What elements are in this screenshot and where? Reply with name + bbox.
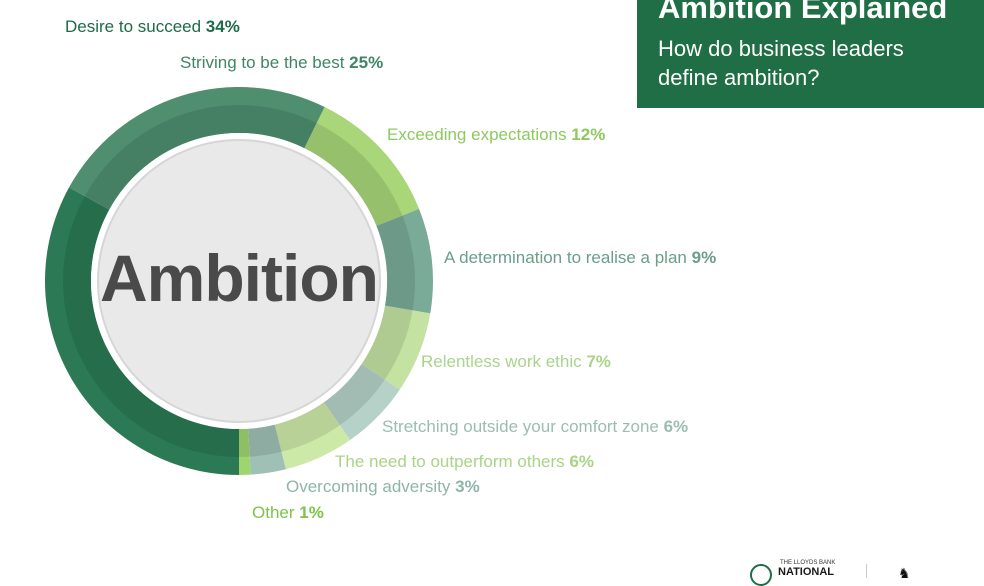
segment-label-name: Relentless work ethic — [421, 352, 587, 371]
donut-segment-inner-band — [323, 363, 385, 426]
donut-segment — [239, 428, 251, 475]
segment-label: A determination to realise a plan 9% — [444, 248, 716, 268]
segment-label: Desire to succeed 34% — [65, 17, 240, 37]
segment-label-value: 9% — [691, 248, 717, 267]
segment-label-name: The need to outperform others — [335, 452, 570, 471]
logo-divider — [866, 564, 867, 578]
donut-segment-inner-band — [304, 123, 403, 226]
chart-subtitle: How do business leaders define ambition? — [658, 36, 904, 90]
donut-segment-inner-band — [239, 428, 250, 457]
donut-segment — [248, 424, 286, 475]
segment-label-name: Other — [252, 503, 300, 522]
chart-title: Ambition Explained — [658, 0, 948, 25]
donut-segment — [274, 402, 351, 470]
center-label: Ambition — [100, 241, 379, 315]
segment-label-name: A determination to realise a plan — [444, 248, 692, 267]
donut-segment — [361, 305, 431, 390]
segment-label-name: Desire to succeed — [65, 17, 206, 36]
segment-label: Striving to be the best 25% — [180, 53, 383, 73]
logo-circle-icon — [750, 564, 772, 586]
logo-big-text: NATIONAL — [778, 566, 835, 578]
segment-label: Other 1% — [252, 503, 324, 523]
donut-segment — [45, 187, 240, 475]
segment-label: The need to outperform others 6% — [335, 452, 594, 472]
segment-label-name: Stretching outside your comfort zone — [382, 417, 664, 436]
segment-label-value: 6% — [663, 417, 689, 436]
donut-segment — [376, 208, 433, 314]
segment-label: Exceeding expectations 12% — [387, 125, 605, 145]
donut-segment-inner-band — [84, 105, 317, 210]
lloyds-national-logo: THE LLOYDS BANK NATIONAL ♞ — [750, 560, 950, 586]
donut-segment-inner-band — [274, 402, 340, 452]
horse-icon: ♞ — [898, 565, 911, 581]
center-disc — [97, 139, 381, 423]
segment-label-value: 3% — [455, 477, 480, 496]
title-panel: Ambition Explained How do business leade… — [637, 0, 984, 108]
segment-label-name: Striving to be the best — [180, 53, 350, 72]
segment-label-value: 6% — [569, 452, 594, 471]
donut-segment-inner-band — [248, 424, 282, 457]
segment-label: Relentless work ethic 7% — [421, 352, 611, 372]
segment-label-value: 25% — [349, 53, 384, 72]
segment-label-value: 34% — [205, 17, 240, 36]
logo-small-text: THE LLOYDS BANK — [780, 560, 836, 566]
segment-label: Overcoming adversity 3% — [286, 477, 480, 497]
donut-segment-inner-band — [376, 215, 415, 311]
segment-label-value: 12% — [571, 125, 606, 144]
donut-segment — [323, 363, 400, 441]
donut-segment-inner-band — [62, 196, 239, 457]
donut-segment — [69, 87, 325, 210]
donut-segment — [304, 106, 420, 226]
segment-label: Stretching outside your comfort zone 6% — [382, 417, 688, 437]
donut-segment-inner-band — [361, 305, 413, 380]
segment-label-value: 7% — [586, 352, 611, 371]
segment-label-value: 1% — [299, 503, 324, 522]
segment-label-name: Exceeding expectations — [387, 125, 572, 144]
segment-label-name: Overcoming adversity — [286, 477, 456, 496]
